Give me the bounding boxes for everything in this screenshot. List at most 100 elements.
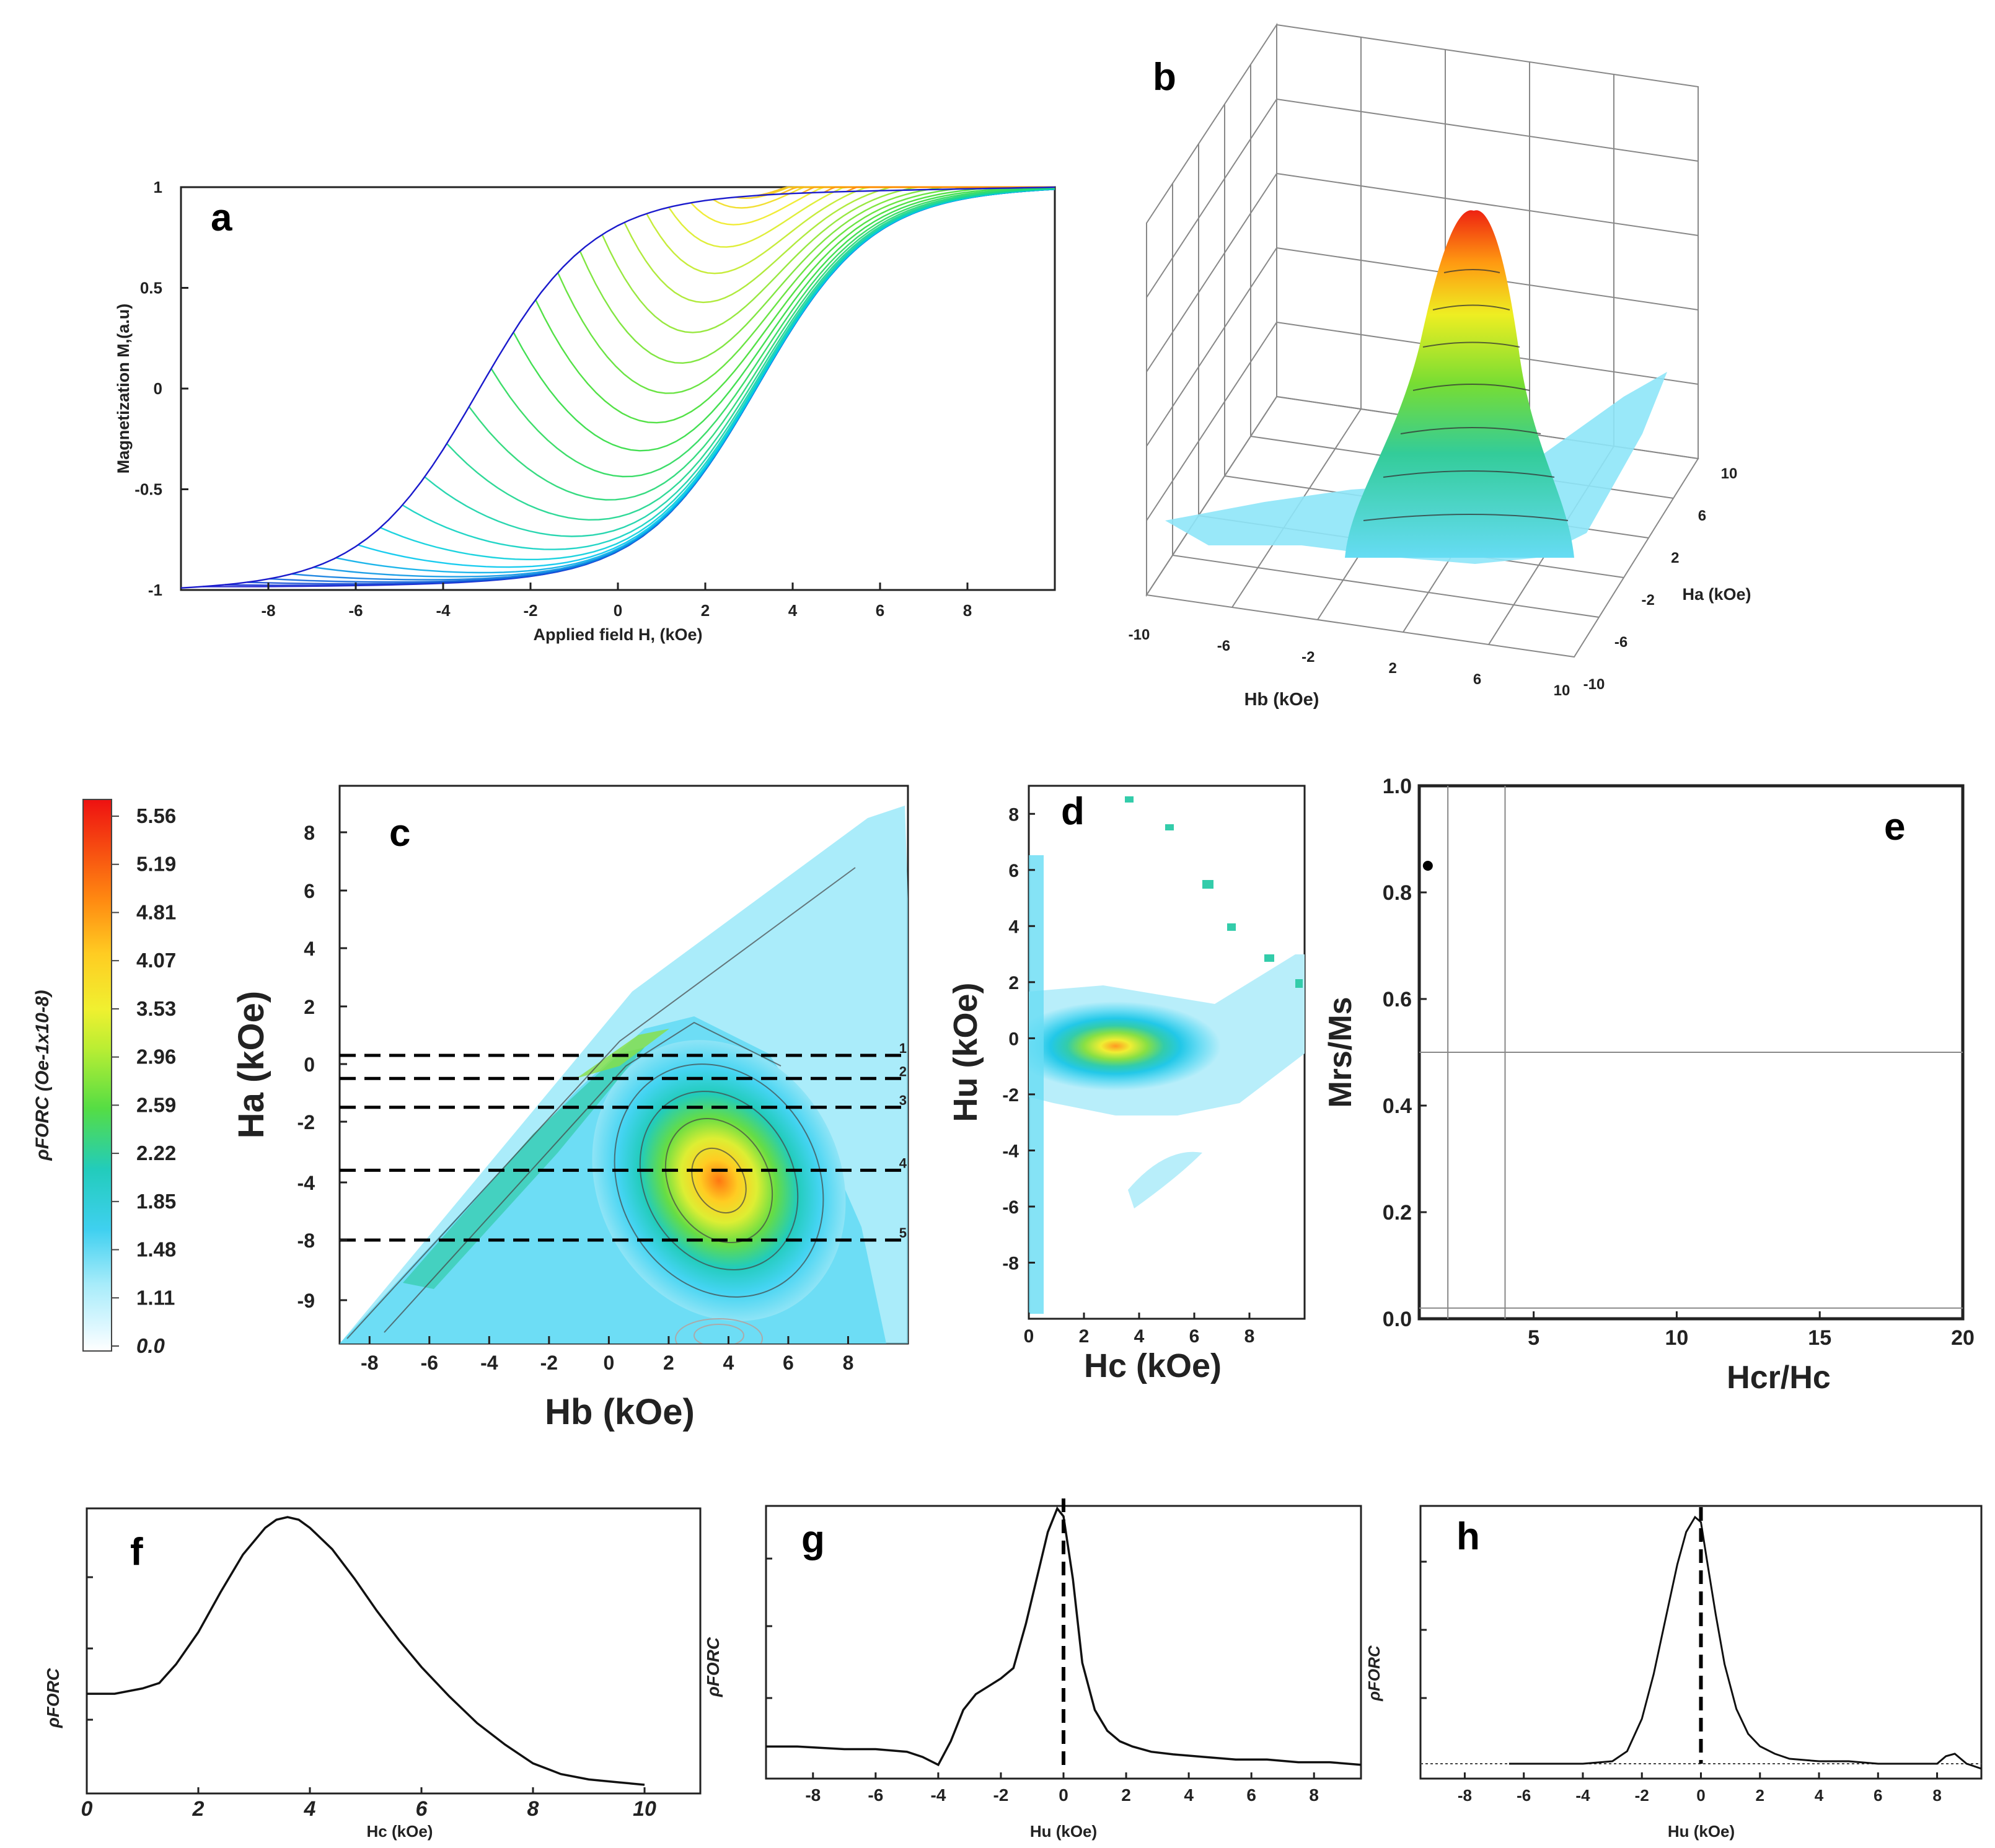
panel-g-letter: g — [801, 1518, 825, 1561]
panel-f: 0 2 4 6 8 10 Hc (kOe) ρFORC f — [43, 1507, 702, 1841]
forc-curve — [490, 186, 1055, 478]
panel-e-x-ticks: 5 10 15 20 — [1528, 1311, 1975, 1350]
x-tick-label: -8 — [361, 1352, 378, 1374]
x-tick-label: 6 — [416, 1797, 428, 1821]
panel-e-y-ticks: 0.0 0.2 0.4 0.6 0.8 1.0 — [1383, 775, 1427, 1331]
x-tick-label: 0 — [603, 1352, 614, 1374]
x-tick-label: -8 — [1458, 1786, 1472, 1805]
panel-d-forc-map — [1029, 796, 1305, 1314]
profile-line-label: 2 — [899, 1063, 907, 1079]
y-tick-label: 0.8 — [1383, 881, 1412, 905]
y-tick-label: 8 — [1008, 804, 1019, 825]
x-tick-label: 2 — [1079, 1326, 1090, 1347]
colorbar-label: ρFORC (Oe-1x10-8) — [32, 990, 53, 1161]
y-tick-label: 1.0 — [1383, 775, 1412, 798]
x-tick-label: 2 — [663, 1352, 674, 1374]
x-tick-label: 0 — [81, 1797, 93, 1821]
profile-curve — [87, 1516, 645, 1786]
x-tick-label: 8 — [527, 1797, 539, 1821]
y-tick-label: 8 — [304, 822, 315, 844]
profile-line-label: 1 — [899, 1041, 907, 1056]
profile-curve — [766, 1506, 1362, 1767]
ha-tick-label: -6 — [1614, 634, 1627, 651]
panel-g: -8 -6 -4 -2 0 2 4 6 8 Hu (kOe) ρFORC g — [703, 1498, 1362, 1841]
panel-c-profile-lines: 1 2 3 4 5 — [340, 1041, 908, 1242]
ha-tick-label: 10 — [1721, 465, 1738, 482]
x-tick-label: -6 — [868, 1785, 883, 1805]
panel-b-x-label: Hb (kOe) — [1244, 690, 1319, 710]
panel-a-y-label: Magnetization M,(a.u) — [114, 304, 133, 473]
x-tick-label: -6 — [1517, 1786, 1531, 1805]
x-tick-label: 10 — [633, 1797, 656, 1821]
colorbar-tick-label: 5.56 — [136, 804, 176, 827]
colorbar-tick-label: 2.59 — [136, 1093, 176, 1116]
colorbar-tick-label: 4.81 — [136, 900, 176, 923]
y-tick-label: 0.2 — [1383, 1201, 1412, 1225]
y-tick-label: -6 — [1002, 1197, 1019, 1218]
panel-f-y-label: ρFORC — [43, 1668, 63, 1728]
panel-h: -8 -6 -4 -2 0 2 4 6 8 Hu (kOe) ρFORC h — [1365, 1505, 1983, 1841]
panel-a-x-label: Applied field H, (kOe) — [533, 625, 702, 644]
x-tick-label: -4 — [1575, 1786, 1590, 1805]
panel-e-x-label: Hcr/Hc — [1727, 1360, 1831, 1396]
x-tick-label: 6 — [876, 601, 884, 620]
x-tick-label: 15 — [1808, 1326, 1831, 1350]
panel-h-letter: h — [1456, 1515, 1480, 1558]
panel-d-x-label: Hc (kOe) — [1084, 1347, 1222, 1384]
panel-a: -8 -6 -4 -2 0 2 4 6 8 -1 -0.5 0 0.5 1 Applied field … — [114, 178, 1056, 644]
x-tick-label: -2 — [523, 601, 537, 620]
panel-d-x-ticks: 0 2 4 6 8 — [1024, 1313, 1254, 1347]
colorbar-tick-label: 4.07 — [136, 949, 176, 972]
panel-c-letter: c — [389, 812, 410, 855]
panel-d-letter: d — [1061, 790, 1085, 833]
x-tick-label: -2 — [1635, 1786, 1649, 1805]
forc-curve — [535, 186, 1055, 424]
x-tick-label: 0 — [1696, 1786, 1705, 1805]
colorbar: 5.56 5.19 4.81 4.07 3.53 2.96 2.59 2.22 1.85 1.48… — [32, 799, 176, 1357]
panel-c-y-label: Ha (kOe) — [231, 991, 271, 1139]
hb-tick-label: -6 — [1217, 638, 1230, 654]
panel-e-reference-lines — [1419, 786, 1963, 1319]
ha-tick-label: -2 — [1642, 592, 1655, 609]
y-tick-label: -2 — [297, 1111, 315, 1133]
panel-e: 5 10 15 20 0.0 0.2 0.4 0.6 0.8 1.0 Hcr/Hc Mrs/Ms… — [1323, 775, 1975, 1396]
colorbar-tick-label: 2.96 — [136, 1045, 176, 1068]
colorbar-tick-label: 1.85 — [136, 1190, 176, 1213]
y-tick-label: 6 — [304, 880, 315, 902]
hb-tick-label: 6 — [1473, 671, 1481, 688]
forc-curve — [424, 188, 1055, 537]
x-tick-label: 6 — [1189, 1326, 1200, 1347]
y-tick-label: -4 — [1002, 1141, 1019, 1161]
colorbar-tick-label: 2.22 — [136, 1142, 176, 1164]
y-tick-label: -2 — [1002, 1085, 1019, 1106]
panel-f-x-ticks: 0 2 4 6 8 10 — [81, 1576, 656, 1821]
panel-c-y-ticks: 8 6 4 2 0 -2 -4 -8 -9 — [297, 822, 347, 1312]
x-tick-label: -2 — [540, 1352, 558, 1374]
data-point — [1422, 861, 1433, 871]
panel-g-x-label: Hu (kOe) — [1030, 1822, 1097, 1841]
colorbar-tick-label: 3.53 — [136, 997, 176, 1020]
y-tick-label: -1 — [148, 581, 162, 599]
x-tick-label: 6 — [1874, 1786, 1882, 1805]
x-tick-label: -2 — [993, 1785, 1008, 1805]
y-tick-label: -9 — [297, 1290, 315, 1312]
x-tick-label: -8 — [805, 1785, 821, 1805]
colorbar-tick-label: 5.19 — [136, 853, 176, 876]
x-tick-label: 6 — [1246, 1785, 1256, 1805]
panel-b-ha-ticks: 10 6 2 -2 -6 -10 — [1583, 465, 1738, 693]
x-tick-label: 0 — [1059, 1785, 1068, 1805]
y-tick-label: 0.6 — [1383, 988, 1412, 1011]
panel-h-y-label: ρFORC — [1365, 1645, 1383, 1702]
y-tick-label: 4 — [304, 938, 315, 960]
panel-h-x-label: Hu (kOe) — [1668, 1822, 1735, 1841]
x-tick-label: 4 — [788, 601, 798, 620]
x-tick-label: 8 — [1309, 1785, 1319, 1805]
panel-d-y-ticks: 8 6 4 2 0 -2 -4 -6 -8 — [1002, 804, 1035, 1274]
y-tick-label: 6 — [1008, 861, 1019, 881]
panel-g-profile — [766, 1498, 1362, 1767]
y-tick-label: 4 — [1008, 917, 1019, 937]
colorbar-tick-label: 1.48 — [136, 1238, 176, 1261]
y-tick-label: 2 — [1008, 973, 1019, 993]
major-loop-descending — [180, 186, 1055, 589]
